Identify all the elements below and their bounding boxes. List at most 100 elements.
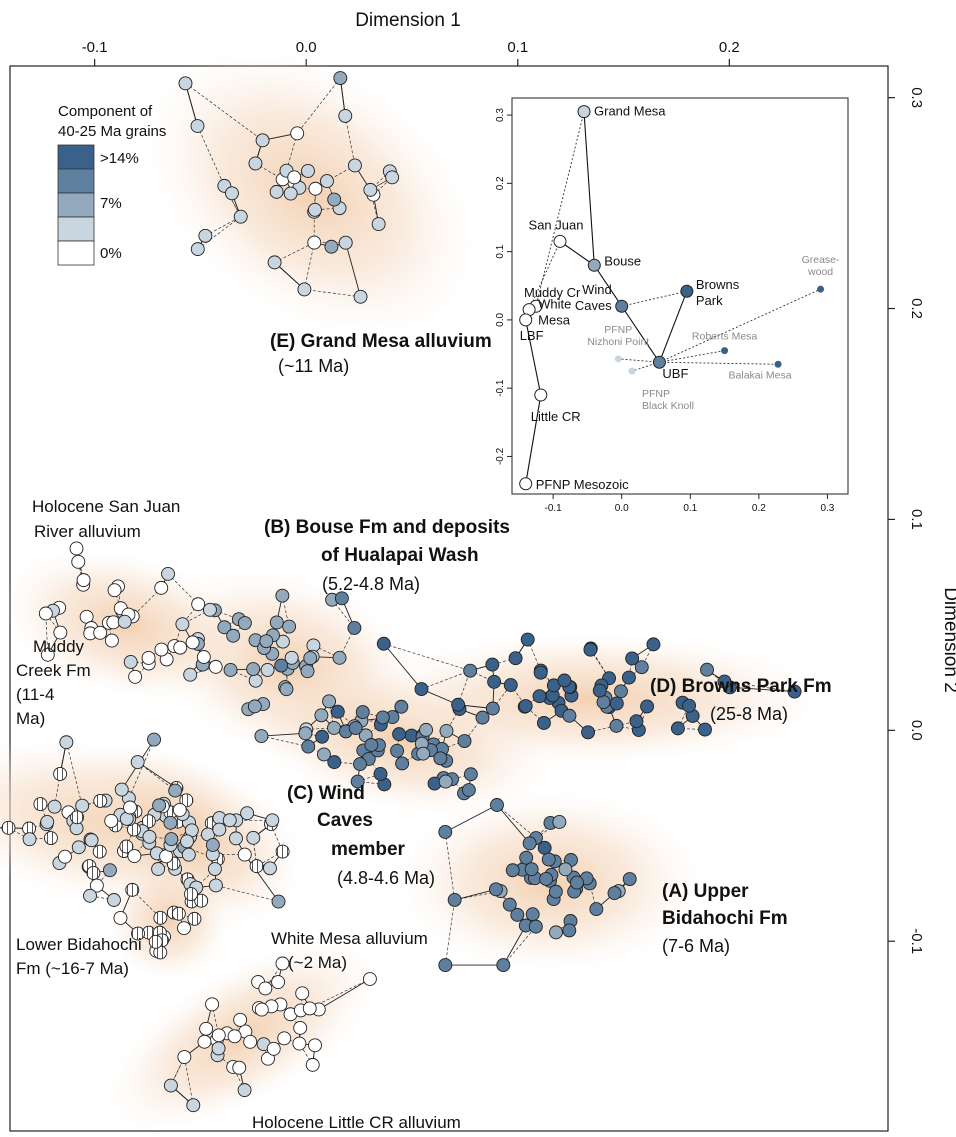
node-LC-0 (199, 1021, 214, 1036)
node-SJ-30 (154, 642, 169, 657)
node-SJ-37 (93, 625, 108, 640)
edge-A-38a (496, 804, 531, 844)
inset-link-dashed-5 (659, 350, 725, 363)
node-LC-17 (293, 1020, 308, 1035)
node-MC-48 (86, 865, 101, 880)
edge-E-1b (296, 77, 341, 134)
node-E-15 (248, 156, 263, 171)
node-C-9 (457, 734, 472, 748)
inset-label-12: PFNP (642, 388, 670, 400)
edge-E-30b (185, 83, 263, 141)
node-B-41 (282, 619, 297, 634)
edge-A-7a (454, 888, 497, 901)
inset-y-tick-label-5: -0.2 (495, 447, 506, 465)
node-E-22 (233, 209, 248, 224)
node-A-41 (505, 863, 520, 878)
node-A-4 (438, 958, 453, 973)
node-MC-46 (92, 844, 107, 859)
node-B-13 (334, 591, 349, 606)
node-C-32 (475, 710, 490, 725)
inset-link-solid-2 (593, 264, 623, 307)
label-A-2: Bidahochi Fm (662, 908, 788, 929)
node-E-20 (307, 235, 322, 250)
legend-swatch-2 (57, 192, 95, 218)
label-WM-2: (~2 Ma) (288, 953, 347, 972)
legend-label-high: >14% (100, 150, 139, 167)
node-LC-32 (243, 1034, 258, 1049)
edge-D-24a (729, 686, 795, 693)
node-SJ-38 (173, 640, 188, 655)
node-C-31 (316, 747, 331, 762)
node-MC-22 (40, 814, 55, 829)
node-B-27 (300, 664, 315, 679)
node-WM-33 (104, 814, 119, 828)
node-WM-4 (181, 847, 196, 862)
node-SJ-32 (175, 617, 190, 632)
inset-link-dashed-3 (618, 358, 660, 363)
node-D-53 (640, 699, 655, 714)
node-WM-22 (207, 862, 222, 876)
edge-SJ-0b (77, 561, 84, 585)
node-B-38 (223, 663, 238, 677)
node-D-29 (700, 662, 714, 677)
node-SJ-35 (38, 606, 53, 621)
node-LC-28 (177, 1050, 192, 1064)
node-MC-13 (246, 830, 261, 845)
inset-y-tick-label-0: 0.3 (495, 108, 506, 122)
node-SJ-31 (53, 625, 68, 640)
node-E-8 (327, 192, 342, 207)
node-SJ-2 (123, 655, 138, 669)
node-LC-23 (227, 1029, 242, 1044)
node-SJ-22 (71, 554, 86, 569)
node-E-23 (225, 186, 239, 201)
node-A-43 (558, 862, 573, 877)
edge-WM-29b (149, 836, 172, 840)
node-MC-18 (33, 797, 48, 812)
inset-label-10: PFNP Mesozoic (536, 477, 629, 492)
inset-label-4: Browns (696, 277, 740, 292)
node-D-37 (503, 678, 518, 692)
node-C-48 (438, 774, 453, 789)
node-A-38 (490, 798, 504, 812)
inset-link-solid-7 (525, 319, 542, 396)
node-WM-7 (212, 822, 227, 837)
legend-label-mid: 7% (100, 195, 122, 212)
node-SJ-24 (196, 650, 211, 664)
node-D-41 (463, 663, 478, 678)
node-MC-9 (59, 735, 74, 750)
edge-WM-5a (244, 854, 279, 902)
inset-point-13 (721, 347, 729, 355)
edge-E-30a (185, 83, 198, 127)
inset-link-dashed-7 (659, 288, 821, 363)
node-B-39 (327, 720, 341, 735)
node-B-31 (237, 616, 252, 630)
node-D-24 (787, 684, 802, 699)
node-A-37 (522, 836, 537, 851)
node-A-35 (528, 919, 543, 934)
inset-y-tick-label-1: 0.2 (495, 176, 506, 190)
node-A-29 (525, 907, 540, 922)
node-B-7 (275, 634, 290, 649)
inset-y-tick-label-4: -0.1 (495, 379, 506, 397)
edge-WM-5b (215, 885, 279, 902)
node-C-8 (327, 755, 342, 770)
inset-label-7: LBF (520, 328, 544, 343)
node-LB-12 (177, 921, 191, 936)
inset-label-2: Bouse (604, 253, 641, 268)
node-A-20 (438, 825, 453, 839)
node-C-7 (301, 739, 316, 754)
node-SJ-26 (76, 573, 91, 588)
node-C-45 (348, 721, 363, 736)
node-B-22 (314, 708, 329, 723)
edge-D-13b (383, 643, 471, 671)
inset-point-0 (577, 105, 591, 119)
label-MC-2: Creek Fm (16, 661, 91, 680)
node-LB-15 (153, 910, 168, 925)
node-D-18 (520, 632, 535, 647)
node-LB-11 (125, 882, 140, 897)
inset-ticks: -0.1 0.0 0.1 0.2 0.3 0.3 0.2 0.1 0.0 -0.1 -0.2 (495, 108, 835, 514)
node-MC-17 (249, 859, 264, 874)
node-E-36 (287, 170, 302, 185)
node-LB-5 (187, 911, 202, 926)
node-B-1 (260, 662, 275, 677)
